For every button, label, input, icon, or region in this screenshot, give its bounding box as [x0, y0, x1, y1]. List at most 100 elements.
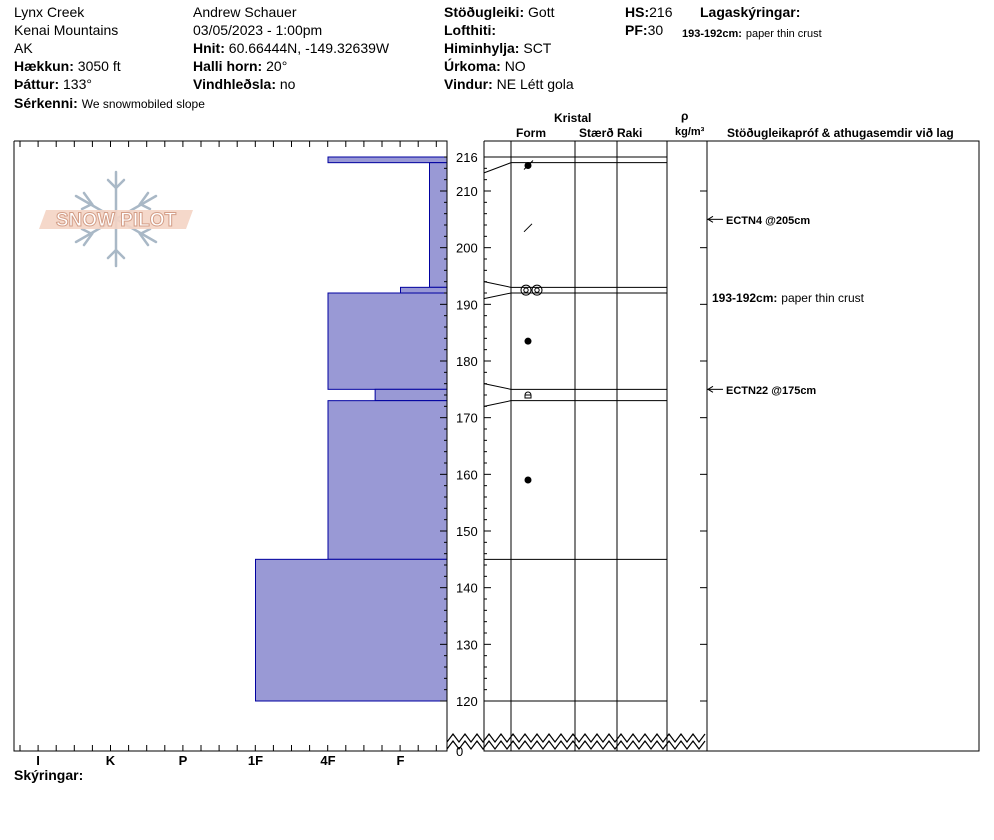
rounded-grain-icon: [524, 476, 532, 484]
col-moisture: Raki: [617, 126, 643, 140]
layer-line-3: [483, 292, 667, 300]
sky-value: SCT: [523, 40, 552, 56]
features-label: Sérkenni:: [14, 95, 78, 111]
comment-arrowhead-1: [707, 385, 714, 393]
layer-notes-label: Lagaskýringar:: [700, 4, 801, 20]
hardness-label-P: P: [179, 753, 188, 768]
col-form: Form: [516, 126, 546, 140]
precipitation: Úrkoma: NO: [444, 58, 526, 74]
depth-label-190: 190: [456, 297, 478, 312]
hardness-bar-0: [327, 156, 448, 164]
coords-label: Hnit:: [193, 40, 225, 56]
slope-label: Halli horn:: [193, 58, 263, 74]
location: Lynx Creek: [14, 4, 85, 20]
hardness-bar-6: [255, 558, 448, 702]
layer-note-text: paper thin crust: [745, 28, 822, 40]
air-temp-label: Lofthiti:: [444, 22, 497, 38]
grain-forms: [520, 160, 543, 484]
crust-icon-b-inner: [534, 287, 540, 293]
wind-label: Vindur:: [444, 76, 493, 92]
comment-ectn4: ECTN4 @205cm: [726, 215, 811, 227]
crust-icon-a-inner: [523, 287, 529, 293]
hs-label: HS:: [625, 4, 650, 20]
layer-line-1: [483, 162, 667, 174]
hs: HS:216: [625, 4, 672, 20]
col-density-symbol: ρ: [681, 109, 689, 123]
faceted-grain-icon: [523, 223, 533, 233]
rounded-grain-icon: [524, 337, 532, 345]
state: AK: [14, 40, 33, 56]
hs-value: 216: [649, 4, 673, 20]
hardness-label-F: F: [397, 753, 405, 768]
depth-label-150: 150: [456, 524, 478, 539]
features: Sérkenni: We snowmobiled slope: [14, 95, 205, 112]
mountain-range: Kenai Mountains: [14, 22, 119, 38]
wind: Vindur: NE Létt gola: [444, 76, 574, 92]
legend-label: Skýringar:: [14, 767, 84, 783]
depth-label-200: 200: [456, 241, 478, 256]
axis-break-upper: [446, 733, 706, 743]
depth-label-140: 140: [456, 581, 478, 596]
decomposing-grain-slash: [523, 160, 534, 170]
hardness-bar-4: [374, 388, 448, 402]
chart-frame: [13, 140, 980, 752]
pf: PF:30: [625, 22, 663, 38]
coordinates: Hnit: 60.66444N, -149.32639W: [193, 40, 389, 56]
col-density-unit: kg/m³: [675, 126, 705, 138]
wind-loading: Vindhleðsla: no: [193, 76, 295, 92]
hardness-bar-2: [400, 286, 448, 294]
depth-label-210: 210: [456, 184, 478, 199]
comment-ectn22: ECTN22 @175cm: [726, 385, 817, 397]
crust-icon-a: [520, 284, 532, 296]
stability: Stöðugleiki: Gott: [444, 4, 554, 20]
wind-value: NE Létt gola: [496, 76, 574, 92]
hardness-bar-3: [327, 292, 448, 390]
hardness-axis: I K P 1F 4F F: [19, 141, 437, 768]
hardness-label-K: K: [106, 753, 116, 768]
hardness-bars: [255, 156, 448, 702]
faceted-rounded-icon: [524, 391, 532, 399]
pf-label: PF:: [625, 22, 648, 38]
observer: Andrew Schauer: [193, 4, 297, 20]
elevation: Hækkun: 3050 ft: [14, 58, 121, 74]
comment-crust-text: paper thin crust: [781, 291, 864, 305]
aspect-value: 133°: [63, 76, 92, 92]
col-size: Stærð: [579, 126, 614, 140]
wind-loading-value: no: [279, 76, 296, 92]
depth-axis: 216 210 200 190 180 170 160 150 140 130 120 0: [440, 150, 707, 759]
coords-value: 60.66444N, -149.32639W: [228, 40, 390, 56]
axis-break-lower: [446, 740, 706, 750]
crust-icon-b: [531, 284, 543, 296]
datetime: 03/05/2023 - 1:00pm: [193, 22, 323, 38]
depth-label-216: 216: [456, 150, 478, 165]
layer-line-4: [483, 383, 667, 390]
depth-label-170: 170: [456, 411, 478, 426]
sky-cover: Himinhylja: SCT: [444, 40, 551, 56]
col-tests-comments: Stöðugleikapróf & athugasemdir við lag: [727, 126, 954, 140]
features-value: We snowmobiled slope: [81, 97, 205, 111]
comment-arrowhead-0: [707, 215, 714, 223]
slope-angle: Halli horn: 20°: [193, 58, 287, 74]
layer-note: 193-192cm: paper thin crust: [682, 24, 822, 42]
hardness-label-1F: 1F: [248, 753, 263, 768]
stability-label: Stöðugleiki:: [444, 4, 525, 20]
layer-note-range: 193-192cm:: [682, 28, 742, 40]
precip-label: Úrkoma:: [444, 58, 501, 74]
comment-crust: 193-192cm: paper thin crust: [712, 289, 864, 306]
layer-line-5: [483, 400, 667, 407]
hardness-label-4F: 4F: [320, 753, 335, 768]
aspect: Þáttur: 133°: [14, 76, 92, 92]
slope-value: 20°: [266, 58, 288, 74]
depth-label-break: 0: [456, 744, 463, 759]
elevation-value: 3050 ft: [77, 58, 121, 74]
wind-loading-label: Vindhleðsla:: [193, 76, 276, 92]
comment-arrows: [707, 215, 723, 393]
precip-value: NO: [504, 58, 526, 74]
elevation-label: Hækkun:: [14, 58, 74, 74]
depth-label-120: 120: [456, 694, 478, 709]
depth-label-180: 180: [456, 354, 478, 369]
hardness-label-I: I: [36, 753, 40, 768]
comment-crust-label: 193-192cm:: [712, 291, 778, 305]
right-table-border: [483, 140, 980, 752]
